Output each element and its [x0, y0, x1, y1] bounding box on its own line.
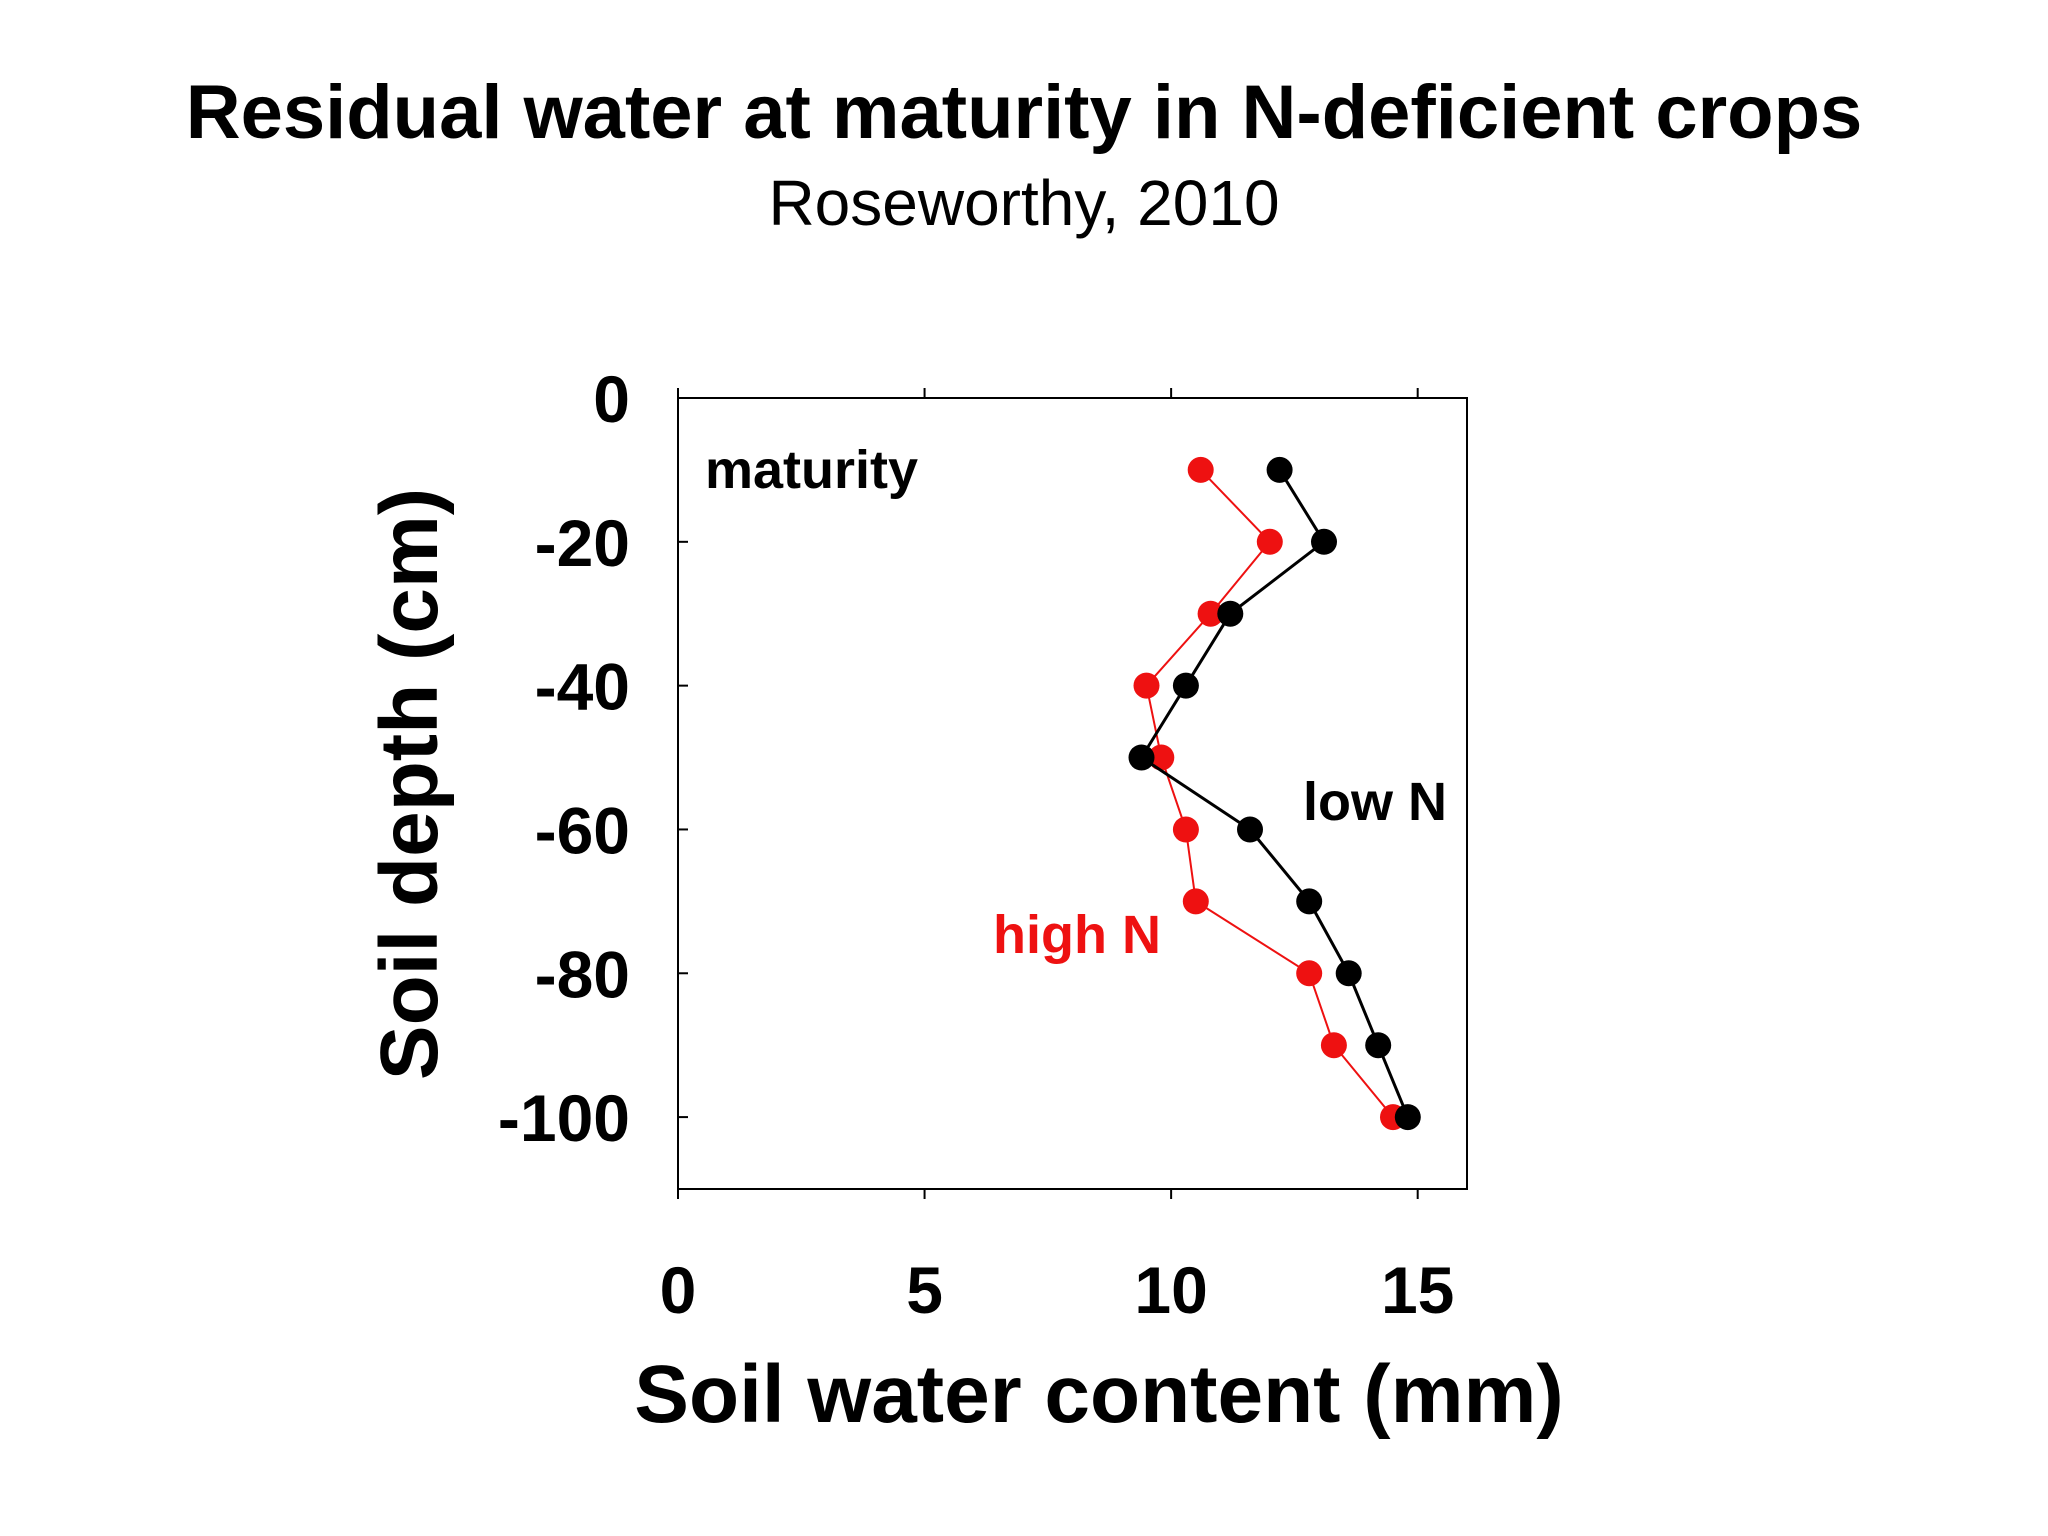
data-point-low-n	[1394, 1104, 1421, 1131]
chart-title: Residual water at maturity in N-deficien…	[186, 70, 1863, 155]
data-point-high-n	[1296, 960, 1323, 987]
data-point-high-n	[1197, 600, 1224, 627]
x-axis-label: Soil water content (mm)	[634, 1349, 1563, 1440]
y-tick-label: -60	[535, 793, 630, 867]
data-point-high-n	[1182, 888, 1209, 915]
data-point-high-n	[1172, 816, 1199, 843]
data-point-low-n	[1237, 816, 1263, 843]
data-point-low-n	[1365, 1032, 1392, 1059]
series-line-high-n	[1145, 469, 1394, 1118]
x-tick-label: 5	[906, 1253, 943, 1327]
y-tick-label: 0	[593, 362, 630, 436]
data-point-low-n	[1128, 744, 1155, 771]
data-point-low-n	[1217, 600, 1244, 627]
data-point-low-n	[1311, 528, 1337, 555]
annotation-low-n: low N	[1303, 772, 1447, 832]
series-layer	[1128, 456, 1421, 1131]
series-line-low-n	[1139, 469, 1410, 1118]
data-point-high-n	[1256, 528, 1283, 555]
data-point-high-n	[1133, 672, 1160, 699]
x-tick-label: 15	[1381, 1253, 1454, 1327]
y-tick-label: -100	[498, 1081, 630, 1155]
annotation-high-n: high N	[993, 905, 1161, 965]
y-tick-label: -20	[535, 506, 630, 580]
y-tick-label: -40	[535, 650, 630, 724]
plot-frame	[677, 397, 1468, 1190]
x-tick-label: 10	[1134, 1253, 1207, 1327]
data-point-low-n	[1335, 960, 1362, 987]
data-point-high-n	[1148, 744, 1175, 771]
y-axis-ticks: 0 -20 -40 -60 -80 -100	[498, 362, 688, 1155]
chart-subtitle: Roseworthy, 2010	[768, 167, 1279, 239]
y-axis-label: Soil depth (cm)	[364, 488, 455, 1080]
data-point-low-n	[1172, 672, 1199, 699]
data-point-high-n	[1187, 456, 1214, 483]
data-point-low-n	[1266, 456, 1293, 483]
data-point-high-n	[1320, 1032, 1347, 1059]
annotation-maturity: maturity	[705, 440, 918, 500]
y-tick-label: -80	[535, 937, 630, 1011]
data-point-low-n	[1296, 888, 1323, 915]
x-axis-ticks: 0 5 10 15	[660, 388, 1454, 1327]
x-tick-label: 0	[660, 1253, 697, 1327]
